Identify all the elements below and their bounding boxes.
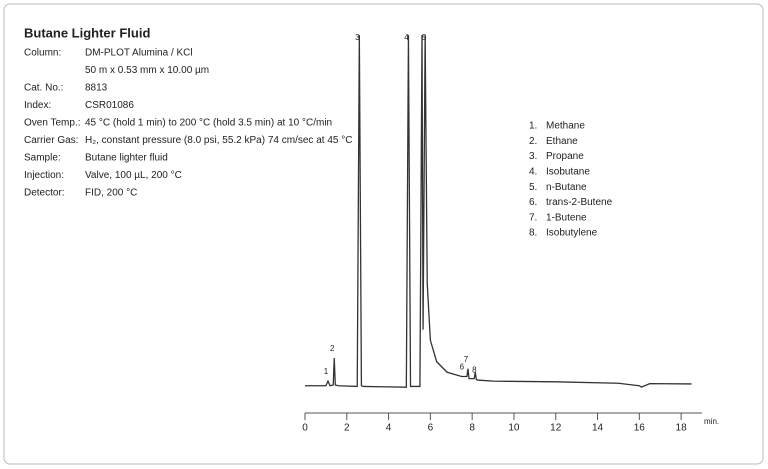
x-tick-label: 16	[634, 423, 646, 434]
info-label: Carrier Gas:	[24, 135, 78, 146]
peak-label: 3	[355, 33, 360, 42]
peak-label: 2	[330, 344, 335, 353]
compound-name: Isobutylene	[546, 228, 598, 239]
x-tick-label: 8	[469, 423, 475, 434]
info-value: 45 °C (hold 1 min) to 200 °C (hold 3.5 m…	[85, 118, 332, 129]
x-tick-label: 12	[550, 423, 562, 434]
compound-number: 2.	[529, 136, 537, 147]
info-value: Valve, 100 µL, 200 °C	[85, 170, 182, 181]
peak-label: 6	[460, 363, 465, 372]
compound-number: 4.	[529, 167, 537, 178]
compound-number: 3.	[529, 151, 537, 162]
compound-name: Ethane	[546, 136, 578, 147]
compound-number: 7.	[529, 212, 537, 223]
info-value: H₂, constant pressure (8.0 psi, 55.2 kPa…	[85, 135, 352, 146]
chart-title: Butane Lighter Fluid	[24, 25, 150, 40]
compound-number: 1.	[529, 121, 537, 132]
x-tick-label: 6	[428, 423, 434, 434]
compound-name: Methane	[546, 121, 585, 132]
peak-label: 7	[464, 355, 469, 364]
x-tick-label: 14	[592, 423, 604, 434]
info-value: DM-PLOT Alumina / KCl	[85, 48, 193, 59]
compound-name: Isobutane	[546, 167, 590, 178]
compound-name: 1-Butene	[546, 212, 587, 223]
info-value: CSR01086	[85, 100, 134, 111]
compound-number: 8.	[529, 228, 537, 239]
compound-name: n-Butane	[546, 182, 587, 193]
x-tick-label: 0	[302, 423, 308, 434]
info-label: Sample:	[24, 153, 61, 164]
info-value: 8813	[85, 83, 108, 94]
compound-number: 6.	[529, 197, 537, 208]
peak-label: 5	[422, 33, 427, 42]
peak-label: 8	[472, 365, 477, 374]
peak-label: 1	[324, 367, 329, 376]
x-axis-label: min.	[704, 417, 719, 426]
x-tick-label: 4	[386, 423, 392, 434]
info-label: Injection:	[24, 170, 64, 181]
info-value: 50 m x 0.53 mm x 10.00 µm	[85, 65, 209, 76]
trace	[305, 34, 692, 388]
info-label: Detector:	[24, 188, 65, 199]
info-label: Index:	[24, 100, 51, 111]
info-value: FID, 200 °C	[85, 188, 137, 199]
info-label: Column:	[24, 48, 61, 59]
x-tick-label: 2	[344, 423, 350, 434]
x-tick-label: 10	[508, 423, 520, 434]
info-label: Oven Temp.:	[24, 118, 81, 129]
compound-number: 5.	[529, 182, 537, 193]
frame	[3, 3, 764, 465]
info-value: Butane lighter fluid	[85, 153, 168, 164]
compound-name: trans-2-Butene	[546, 197, 613, 208]
x-tick-label: 18	[676, 423, 688, 434]
compound-name: Propane	[546, 151, 584, 162]
peak-label: 4	[404, 33, 409, 42]
info-label: Cat. No.:	[24, 83, 63, 94]
